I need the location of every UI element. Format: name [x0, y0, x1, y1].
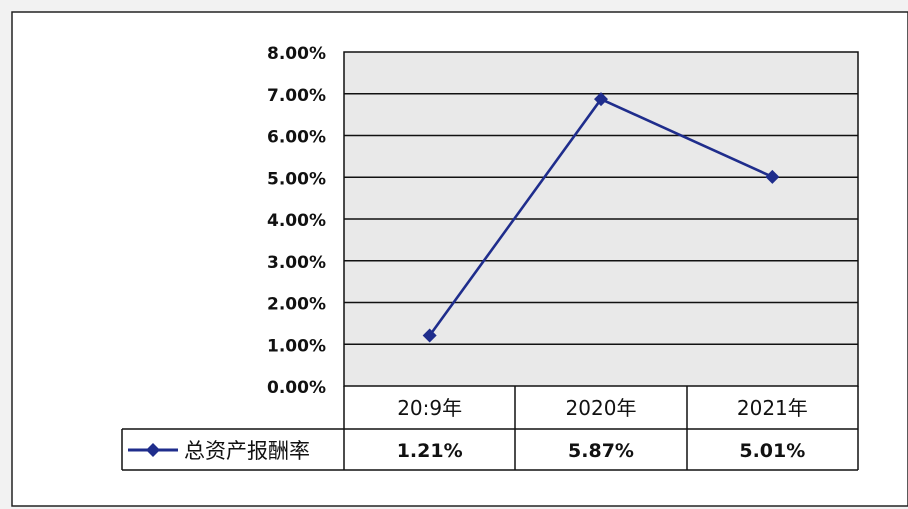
table-value-cell: 5.87%: [568, 440, 634, 462]
table-value-cell: 5.01%: [739, 440, 805, 462]
legend-marker: [146, 443, 160, 457]
series-line-group: [422, 92, 780, 343]
y-tick-label: 4.00%: [267, 211, 326, 231]
category-label: 2020年: [566, 396, 637, 420]
category-label: 2021年: [737, 396, 808, 420]
data-point-marker: [422, 328, 437, 343]
legend: 总资产报酬率: [128, 439, 310, 463]
data-table: 20:9年 2020年 2021年 1.21% 5.87% 5.01% 总资产报酬率: [121, 386, 859, 471]
y-tick-label: 0.00%: [267, 378, 326, 398]
y-tick-label: 6.00%: [267, 128, 326, 148]
category-labels: 20:9年 2020年 2021年: [397, 396, 808, 420]
y-tick-label: 8.00%: [267, 44, 326, 64]
legend-label: 总资产报酬率: [184, 439, 310, 463]
table-value-cell: 1.21%: [397, 440, 463, 462]
y-tick-label: 3.00%: [267, 253, 326, 273]
table-values: 1.21% 5.87% 5.01%: [397, 440, 806, 462]
data-point-marker: [765, 169, 780, 184]
y-tick-label: 5.00%: [267, 169, 326, 189]
y-tick-label: 7.00%: [267, 86, 326, 106]
y-axis-tick-labels: 0.00% 1.00% 2.00% 3.00% 4.00% 5.00% 6.00% 7.00%…: [267, 44, 326, 398]
y-tick-label: 2.00%: [267, 295, 326, 315]
category-label: 20:9年: [397, 396, 462, 420]
y-tick-label: 1.00%: [267, 336, 326, 356]
data-point-marker: [594, 92, 608, 107]
